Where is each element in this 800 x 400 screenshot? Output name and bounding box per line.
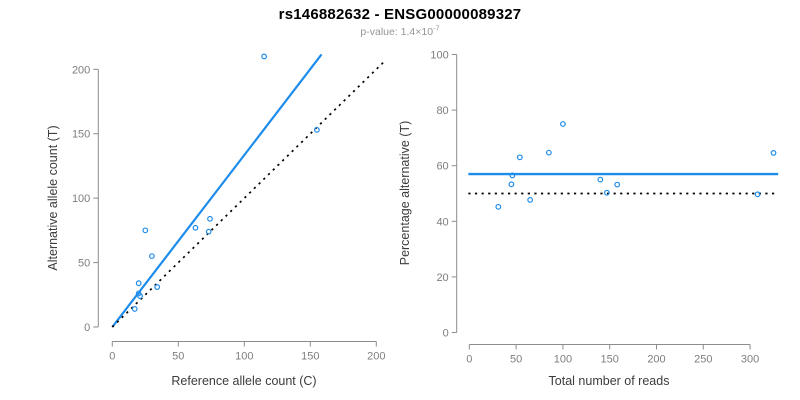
data-point [261, 53, 268, 60]
x-tick-label: 200 [647, 354, 665, 366]
fit-line [111, 53, 323, 328]
data-point [770, 150, 777, 156]
data-point [545, 149, 552, 156]
y-tick-label: 150 [72, 129, 90, 141]
identity-line [111, 59, 387, 328]
data-point [142, 227, 149, 234]
x-tick-label: 0 [109, 351, 115, 363]
data-point [137, 293, 143, 299]
y-tick-label: 200 [72, 64, 90, 76]
x-tick-label: 250 [694, 354, 712, 366]
data-point [754, 191, 761, 198]
y-tick-label: 100 [430, 50, 448, 62]
x-tick-label: 200 [367, 351, 385, 363]
y-tick-label: 40 [436, 216, 448, 228]
y-tick-label: 20 [436, 272, 448, 284]
x-tick-label: 150 [301, 351, 319, 363]
x-tick-label: 300 [741, 354, 759, 366]
y-tick-label: 80 [436, 105, 448, 117]
data-point [314, 126, 320, 133]
plot-panel-right: 0 20 40 60 80 100 0 50 100 150 200 250 300 Total numb… [398, 50, 779, 388]
x-tick-label: 50 [172, 351, 184, 363]
x-axis-title: Reference allele count (C) [171, 374, 316, 388]
y-tick-label: 50 [78, 258, 90, 270]
data-point [508, 181, 515, 188]
pvalue-text: p-value: 1.4×10 [360, 26, 434, 38]
y-axis-title: Alternative allele count (T) [46, 125, 60, 270]
data-point [614, 181, 621, 188]
data-point [560, 121, 566, 127]
data-point [148, 253, 155, 260]
y-axis-title: Percentage alternative (T) [398, 121, 412, 266]
data-point [509, 172, 516, 179]
data-point [495, 203, 502, 210]
data-point [131, 306, 138, 312]
figure-subtitle: p-value: 1.4×10-7 [0, 23, 800, 38]
y-tick-label: 0 [443, 328, 449, 340]
data-point [527, 196, 534, 203]
y-tick-label: 0 [84, 322, 90, 334]
x-tick-label: 150 [601, 354, 619, 366]
x-tick-label: 50 [510, 354, 522, 366]
data-point [135, 280, 142, 287]
data-point [597, 176, 604, 183]
data-point [154, 284, 161, 290]
y-tick-label: 100 [72, 193, 90, 205]
x-axis-title: Total number of reads [549, 374, 670, 388]
x-tick-label: 0 [466, 354, 472, 366]
y-tick-label: 60 [436, 161, 448, 173]
figure-title: rs146882632 - ENSG00000089327 [278, 6, 522, 23]
pvalue-exponent: -7 [433, 23, 440, 33]
x-tick-label: 100 [235, 351, 253, 363]
data-point [192, 224, 199, 231]
data-point [205, 228, 212, 235]
data-point [603, 189, 610, 196]
x-tick-label: 100 [554, 354, 572, 366]
data-point [516, 154, 523, 161]
data-point [207, 215, 213, 222]
plot-panel-left: 0 50 100 150 200 0 50 100 150 200 Reference allele… [46, 53, 387, 388]
